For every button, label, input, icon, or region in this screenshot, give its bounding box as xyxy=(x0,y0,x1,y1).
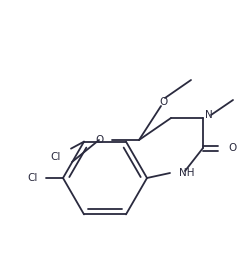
Text: N: N xyxy=(205,110,213,120)
Text: Cl: Cl xyxy=(51,152,61,162)
Text: O: O xyxy=(228,143,236,153)
Text: O: O xyxy=(159,97,167,107)
Text: O: O xyxy=(96,135,104,145)
Text: NH: NH xyxy=(179,168,195,178)
Text: Cl: Cl xyxy=(28,173,38,183)
